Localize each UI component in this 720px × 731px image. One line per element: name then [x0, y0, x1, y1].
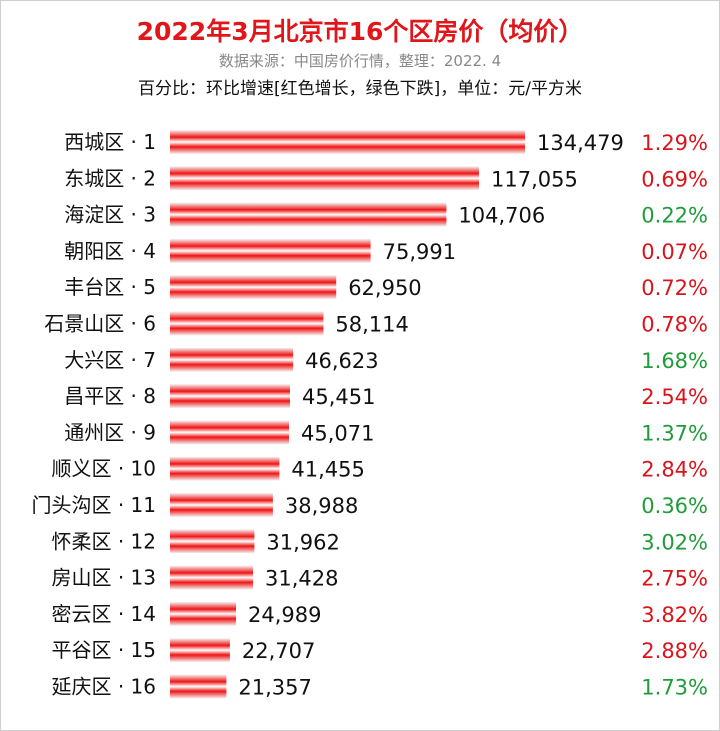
value-label: 134,479 [537, 131, 624, 155]
value-label: 45,071 [301, 421, 374, 445]
bar [170, 529, 255, 554]
bar [170, 565, 253, 590]
mom-change-label: 1.37% [641, 421, 708, 445]
bar [170, 674, 227, 699]
mom-change-label: 1.68% [641, 349, 708, 373]
value-label: 45,451 [302, 385, 375, 409]
chart-source: 数据来源：中国房价行情，整理：2022. 4 [218, 52, 502, 70]
bar [170, 384, 290, 409]
value-label: 41,455 [291, 458, 364, 482]
bar [170, 456, 280, 481]
chart-legend-note: 百分比：环比增速[红色增长，绿色下跌]，单位：元/平方米 [138, 79, 582, 99]
bar [170, 275, 337, 300]
bar [170, 238, 371, 263]
value-label: 22,707 [242, 639, 315, 663]
bar [170, 420, 289, 445]
mom-change-label: 2.75% [641, 567, 708, 591]
category-label: 西城区 · 1 [64, 130, 156, 154]
chart-title: 2022年3月北京市16个区房价（均价） [136, 17, 584, 46]
mom-change-label: 2.84% [641, 458, 708, 482]
bar [170, 311, 324, 336]
mom-change-label: 0.78% [641, 313, 708, 337]
value-label: 58,114 [335, 313, 408, 337]
value-label: 24,989 [248, 603, 321, 627]
value-label: 104,706 [458, 204, 545, 228]
category-label: 房山区 · 13 [51, 566, 156, 590]
mom-change-label: 2.88% [641, 639, 708, 663]
mom-change-label: 1.73% [641, 676, 708, 700]
category-label: 昌平区 · 8 [64, 384, 156, 408]
category-label: 密云区 · 14 [51, 602, 156, 626]
mom-change-label: 2.54% [641, 385, 708, 409]
mom-change-label: 0.36% [641, 494, 708, 518]
bar [170, 130, 525, 154]
value-label: 117,055 [491, 167, 578, 191]
category-label: 怀柔区 · 12 [51, 529, 156, 553]
bar [170, 601, 236, 626]
category-label: 延庆区 · 16 [51, 675, 156, 699]
mom-change-label: 0.72% [641, 276, 708, 300]
bar [170, 493, 273, 517]
mom-change-label: 3.02% [641, 530, 708, 554]
value-label: 38,988 [285, 494, 358, 518]
bar [170, 166, 479, 191]
category-label: 平谷区 · 15 [51, 638, 156, 662]
bar [170, 638, 230, 663]
category-label: 顺义区 · 10 [51, 457, 156, 481]
value-label: 75,991 [383, 240, 456, 264]
bar [170, 347, 294, 372]
value-label: 46,623 [305, 349, 378, 373]
value-label: 31,428 [265, 567, 338, 591]
category-label: 东城区 · 2 [64, 166, 156, 190]
value-label: 62,950 [348, 276, 421, 300]
category-label: 朝阳区 · 4 [64, 239, 156, 263]
category-label: 门头沟区 · 11 [31, 493, 156, 517]
mom-change-label: 0.69% [641, 167, 708, 191]
category-label: 海淀区 · 3 [64, 203, 156, 227]
mom-change-label: 3.82% [641, 603, 708, 627]
bar [170, 202, 447, 227]
value-label: 31,962 [266, 530, 339, 554]
category-label: 丰台区 · 5 [64, 275, 156, 299]
mom-change-label: 1.29% [641, 131, 708, 155]
mom-change-label: 0.07% [641, 240, 708, 264]
category-label: 通州区 · 9 [64, 420, 156, 444]
mom-change-label: 0.22% [641, 204, 708, 228]
category-label: 大兴区 · 7 [64, 348, 156, 372]
category-label: 石景山区 · 6 [44, 312, 156, 336]
value-label: 21,357 [238, 676, 311, 700]
